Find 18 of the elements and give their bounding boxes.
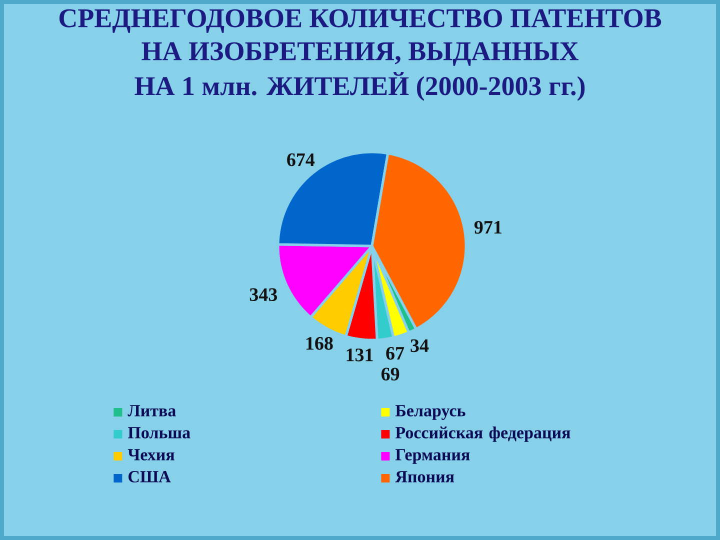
- data-label: 69: [381, 368, 400, 380]
- legend-label: Литва: [128, 405, 176, 416]
- data-label: 971: [474, 220, 502, 234]
- legend-label: Беларусь: [395, 405, 466, 420]
- legend-label: Германия: [395, 449, 470, 464]
- data-label: 67: [386, 346, 404, 360]
- legend-label: США: [128, 471, 171, 482]
- data-label: 131: [346, 348, 373, 362]
- data-label: 343: [250, 288, 278, 302]
- data-label: 674: [287, 153, 315, 166]
- chart-title: СРЕДНЕГОДОВОЕ КОЛИЧЕСТВО ПАТЕНТОВ НА ИЗОБРЕТЕНИЯ, ВЫДАННЫХ: [59, 9, 662, 66]
- chart-subtitle: НА 1 млн. ЖИТЕЛЕЙ (2000-2003 гг.): [134, 72, 585, 101]
- legend-label: Российская федерация: [395, 426, 570, 442]
- legend-label: Чехия: [128, 449, 174, 460]
- legend-label: Польша: [128, 427, 190, 438]
- data-label: 34: [410, 339, 429, 352]
- data-label: 168: [306, 336, 333, 350]
- legend-label: Япония: [395, 471, 454, 482]
